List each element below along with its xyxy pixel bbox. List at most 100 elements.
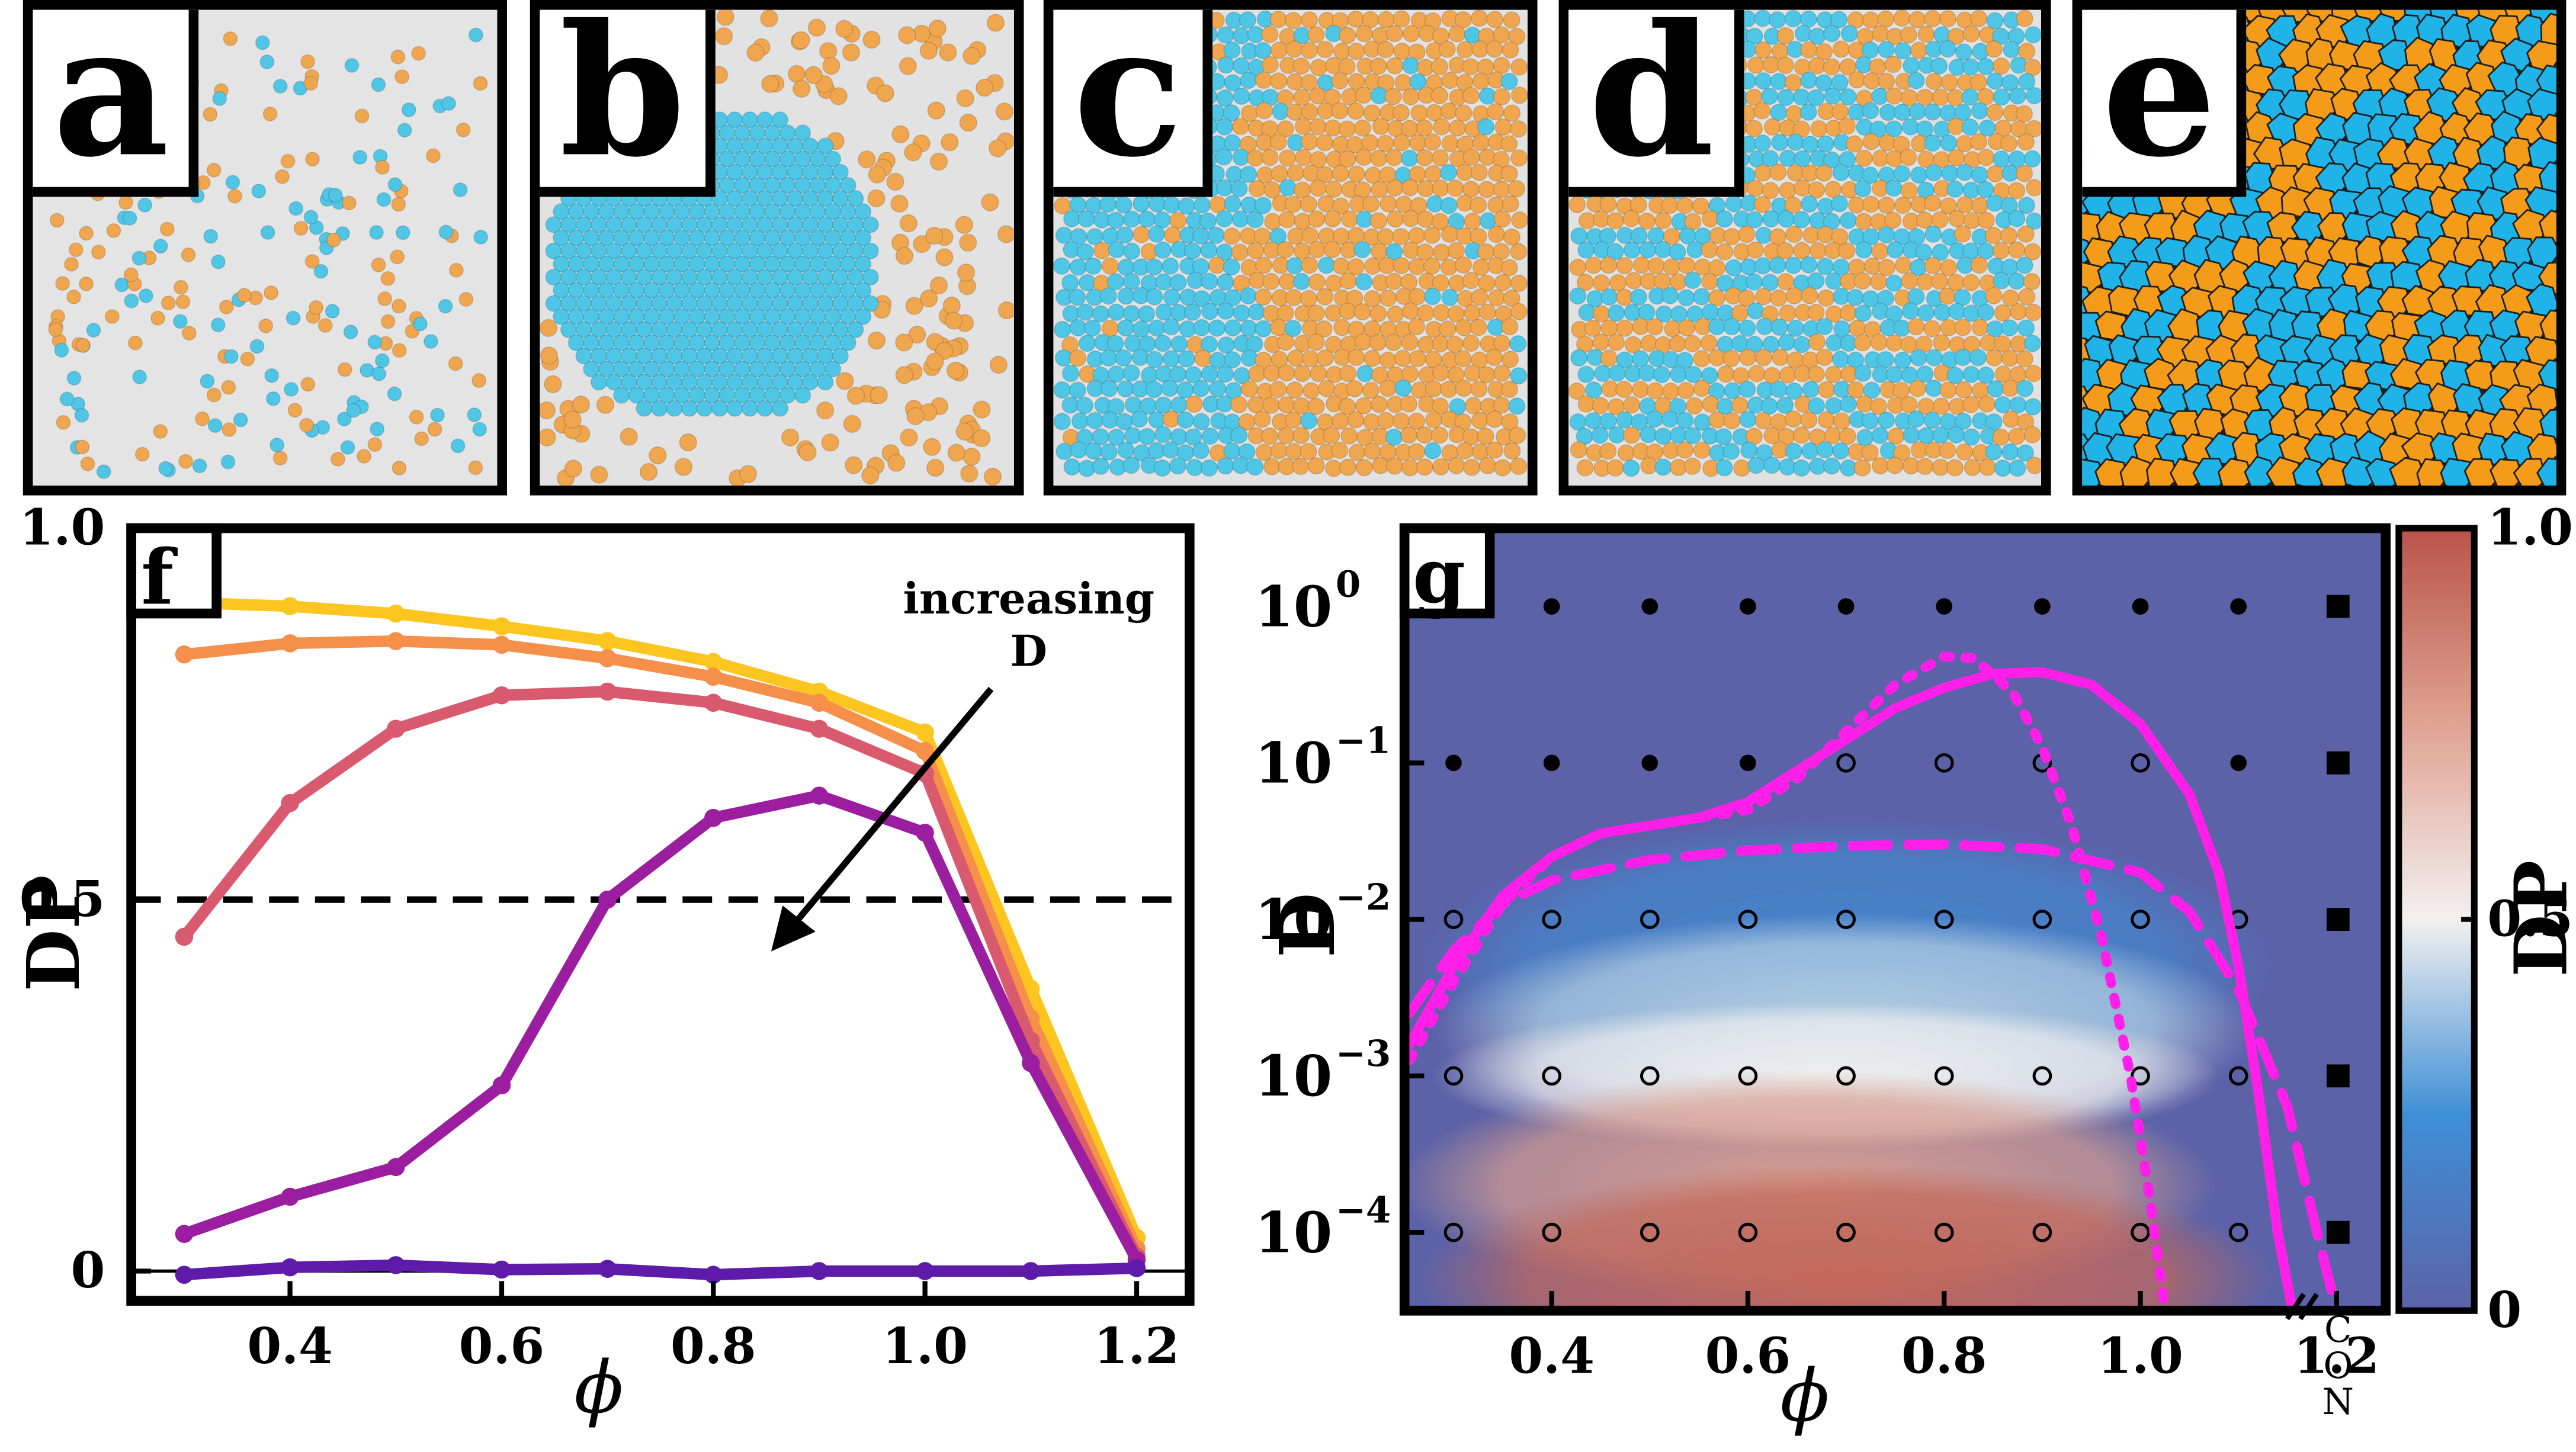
particle (1432, 304, 1451, 322)
particle (1510, 86, 1528, 104)
particle (1986, 165, 2004, 183)
particle (304, 152, 320, 167)
particle (2025, 86, 2041, 105)
marker-open (1836, 1066, 1856, 1086)
particle (807, 18, 826, 37)
particle (908, 325, 926, 344)
particle (1401, 365, 1419, 383)
particle (1977, 149, 1995, 166)
particle (540, 319, 558, 338)
particle (1862, 133, 1880, 150)
particle (1738, 226, 1756, 243)
marker-open (1738, 910, 1758, 929)
particle (1348, 43, 1365, 60)
particle (430, 407, 445, 423)
particle (1470, 319, 1487, 336)
particle (304, 254, 320, 269)
particle (1839, 428, 1856, 445)
particle (2003, 41, 2020, 59)
particle (124, 293, 139, 309)
particle (2010, 303, 2028, 320)
particle (1260, 427, 1279, 445)
particle (2000, 134, 2018, 153)
particle (1862, 102, 1879, 120)
particle (64, 256, 79, 272)
particle (1355, 86, 1372, 104)
particle (1138, 428, 1156, 445)
voronoi-cell (2539, 309, 2556, 342)
particle (1316, 288, 1334, 306)
particle (1792, 211, 1811, 229)
particle (1508, 397, 1526, 415)
marker-open (2131, 910, 2150, 929)
particle (1169, 274, 1187, 291)
particle (983, 467, 1002, 486)
particle (219, 300, 234, 314)
marker-filled (2132, 598, 2149, 615)
panel-label-f: f (141, 533, 178, 622)
particle (1645, 410, 1664, 428)
particle (1053, 413, 1071, 431)
particle (1308, 273, 1326, 291)
particle (369, 225, 384, 240)
particle (1940, 73, 1958, 91)
particle (275, 169, 290, 184)
particle (794, 124, 811, 142)
particle (1854, 179, 1872, 198)
particle (1338, 57, 1356, 76)
particle (1293, 88, 1311, 106)
particle (650, 400, 668, 417)
particle (942, 296, 961, 315)
particle (1946, 180, 1964, 198)
data-point-D4 (175, 1225, 194, 1243)
data-point-D2 (492, 635, 511, 654)
particle (258, 318, 274, 333)
particle (1486, 410, 1503, 428)
particle (1809, 242, 1827, 260)
particle (1407, 443, 1426, 461)
particle (1470, 9, 1489, 27)
particle (1455, 379, 1473, 397)
particle (899, 57, 918, 75)
particle (1987, 380, 2004, 398)
particle (1893, 9, 1911, 27)
particle (1878, 226, 1895, 244)
particle (832, 347, 849, 365)
particle (1284, 12, 1303, 30)
particle (1430, 86, 1449, 105)
particle (1239, 11, 1257, 29)
particle (898, 26, 916, 44)
particle (1885, 334, 1903, 352)
particle (1885, 87, 1903, 105)
particle (972, 429, 991, 448)
particle (354, 108, 370, 124)
particle (1447, 366, 1465, 384)
particle (1817, 289, 1835, 307)
particle (1776, 27, 1795, 45)
marker-open (2228, 1222, 2248, 1242)
particle (371, 257, 386, 272)
particle (895, 246, 914, 265)
particle (1940, 134, 1958, 152)
particle (1463, 304, 1481, 322)
particle (1708, 197, 1726, 214)
particle (1502, 195, 1519, 213)
particle (1233, 87, 1250, 105)
particle (1493, 56, 1510, 75)
particle (1808, 57, 1826, 75)
panel-label-d: d (1568, 10, 1744, 197)
particle (1332, 257, 1350, 275)
particle (1423, 133, 1442, 151)
particle (1254, 197, 1272, 214)
particle (1154, 426, 1172, 444)
particle (1507, 180, 1526, 198)
particle (1432, 458, 1450, 476)
particle (1969, 349, 1987, 367)
particle (1292, 57, 1310, 75)
particle (1903, 57, 1920, 75)
particle (1779, 149, 1797, 167)
particle (1509, 335, 1527, 353)
particle (1423, 257, 1441, 275)
particle (1276, 304, 1294, 322)
particle (1956, 163, 1974, 181)
